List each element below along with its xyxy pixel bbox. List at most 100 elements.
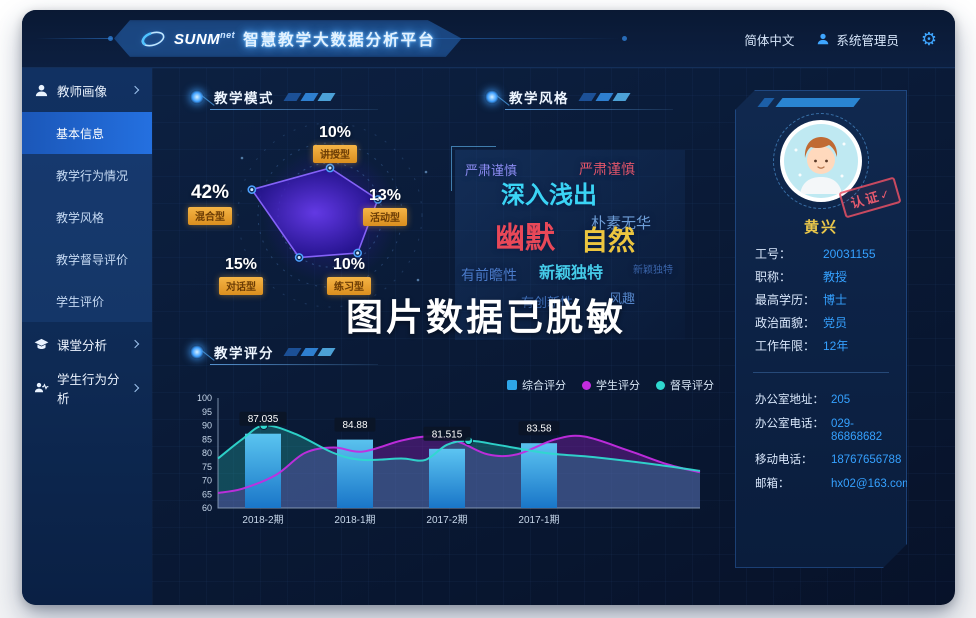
section-header-teaching-style: 教学风格 xyxy=(485,86,673,110)
field-value: hx02@163.com xyxy=(831,477,912,490)
chart-legend: 综合评分 学生评分 督导评分 xyxy=(442,377,714,393)
svg-text:85: 85 xyxy=(202,434,212,444)
sidebar-item-basic-info[interactable]: 基本信息 xyxy=(22,112,152,154)
profile-row: 职称： 教授 xyxy=(755,271,899,284)
header-deco-chips xyxy=(283,348,336,356)
radar-value: 10% xyxy=(332,256,366,273)
app-header: SUNMnet 智慧教学大数据分析平台 简体中文 系统管理员 ⚙ xyxy=(22,10,955,68)
circuit-line-right xyxy=(430,38,620,39)
sidebar-item-classroom-analysis[interactable]: 课堂分析 xyxy=(22,322,152,366)
wordcloud-word: 新颖独特 xyxy=(539,265,604,282)
sidebar-item-teacher-portrait[interactable]: 教师画像 xyxy=(22,68,152,112)
sidebar-submenu: 基本信息 教学行为情况 教学风格 教学督导评价 学生评价 xyxy=(22,112,152,322)
field-value: 205 xyxy=(831,394,851,406)
legend-item[interactable]: 督导评分 xyxy=(656,377,714,393)
teaching-score-chart: 100 95 90 85 80 75 70 65 60 2018-2期 2018-1期 2017-2期… xyxy=(188,390,713,538)
app-window: SUNMnet 智慧教学大数据分析平台 简体中文 系统管理员 ⚙ 教师画像 基本… xyxy=(22,10,955,605)
app-title: 智慧教学大数据分析平台 xyxy=(243,31,436,49)
wordcloud-word: 有前瞻性 xyxy=(461,267,517,283)
profile-row: 工作年限： 12年 xyxy=(755,340,899,353)
sidebar-item-teaching-style[interactable]: 教学风格 xyxy=(22,196,152,238)
user-name: 系统管理员 xyxy=(836,33,899,48)
student-behavior-icon xyxy=(34,382,49,392)
profile-row: 办公室电话： 029-86868682 xyxy=(755,418,901,444)
teacher-name: 黄兴 xyxy=(803,219,838,236)
radar-label-badge: 讲授型 xyxy=(313,145,357,163)
svg-text:100: 100 xyxy=(197,393,212,403)
field-value: 教授 xyxy=(823,270,848,284)
circuit-node xyxy=(622,36,627,41)
field-value: 029-86868682 xyxy=(831,417,883,443)
teaching-mode-radar-chart xyxy=(190,110,480,328)
settings-gear-icon[interactable]: ⚙ xyxy=(920,29,937,49)
header-deco-chips xyxy=(578,93,631,101)
teaching-style-wordcloud: 严肃谨慎 严肃谨慎 深入浅出 朴素无华 幽默 自然 有前瞻性 新颖独特 新颖独特 有创新性 风趣 xyxy=(451,146,685,340)
sidebar-item-student-review[interactable]: 学生评价 xyxy=(22,280,152,322)
wordcloud-word: 风趣 xyxy=(609,291,636,306)
section-header-teaching-score: 教学评分 xyxy=(190,341,378,365)
profile-row: 政治面貌： 党员 xyxy=(755,317,899,330)
chevron-right-icon xyxy=(130,85,140,95)
teacher-portrait-icon xyxy=(35,84,48,96)
header-underline xyxy=(210,109,378,110)
profile-row: 最高学历： 博士 xyxy=(755,294,899,307)
svg-text:81.515: 81.515 xyxy=(432,429,463,440)
wordcloud-word: 严肃谨慎 xyxy=(579,161,635,177)
sidebar-item-label: 教师画像 xyxy=(57,84,108,99)
sidebar: 教师画像 基本信息 教学行为情况 教学风格 教学督导评价 学生评价 课堂分析 学… xyxy=(22,68,152,605)
svg-text:95: 95 xyxy=(202,407,212,417)
field-label: 职称： xyxy=(755,270,792,284)
circuit-node xyxy=(108,36,113,41)
language-selector[interactable]: 简体中文 xyxy=(744,33,795,48)
radar-value: 13% xyxy=(368,187,402,204)
wordcloud-word: 深入浅出 xyxy=(501,182,597,209)
svg-text:84.88: 84.88 xyxy=(342,420,367,431)
legend-square-marker xyxy=(507,380,517,390)
field-label: 办公室地址： xyxy=(755,394,824,406)
radar-value: 15% xyxy=(224,256,258,273)
desensitized-watermark: 图片数据已脱敏 xyxy=(346,297,626,338)
svg-text:65: 65 xyxy=(202,489,212,499)
field-label: 政治面貌： xyxy=(755,316,816,330)
radar-label-badge: 混合型 xyxy=(188,207,232,225)
radar-tag-activity: 13% 活动型 xyxy=(353,187,417,226)
sidebar-item-teaching-behavior[interactable]: 教学行为情况 xyxy=(22,154,152,196)
legend-circle-marker xyxy=(582,380,591,390)
field-label: 办公室电话： xyxy=(755,417,824,430)
field-value: 20031155 xyxy=(823,247,876,261)
field-value: 12年 xyxy=(823,339,849,353)
legend-item[interactable]: 综合评分 xyxy=(507,377,566,393)
profile-row: 移动电话： 18767656788 xyxy=(755,454,901,467)
profile-row: 办公室地址： 205 xyxy=(755,394,901,407)
header-deco-chips xyxy=(283,93,336,101)
profile-row: 工号： 20031155 xyxy=(755,248,899,261)
glow-dot-icon xyxy=(190,345,204,359)
profile-row: 邮箱： hx02@163.com xyxy=(755,478,901,491)
svg-text:80: 80 xyxy=(202,448,212,458)
svg-text:87.035: 87.035 xyxy=(248,414,279,425)
radar-value: 42% xyxy=(190,182,230,203)
field-value: 博士 xyxy=(823,293,848,307)
user-menu[interactable]: 系统管理员 xyxy=(816,30,899,49)
header-diagonal-line xyxy=(201,350,215,361)
field-value: 18767656788 xyxy=(831,454,902,466)
section-header-teaching-mode: 教学模式 xyxy=(190,86,378,110)
legend-item[interactable]: 学生评分 xyxy=(582,377,640,393)
circuit-line-left xyxy=(36,38,112,39)
wordcloud-word: 严肃谨慎 xyxy=(465,163,518,178)
glow-dot-icon xyxy=(190,90,204,104)
chevron-right-icon xyxy=(130,383,140,393)
svg-text:70: 70 xyxy=(202,476,212,486)
header-diagonal-line xyxy=(496,95,510,106)
field-value: 党员 xyxy=(823,316,848,330)
sub-item-label: 教学行为情况 xyxy=(56,168,129,183)
sidebar-item-supervision-review[interactable]: 教学督导评价 xyxy=(22,238,152,280)
field-label: 移动电话： xyxy=(755,454,813,466)
sub-item-label: 教学风格 xyxy=(56,210,105,225)
radar-label-badge: 对话型 xyxy=(219,277,263,295)
sidebar-item-student-behavior[interactable]: 学生行为分析 xyxy=(22,366,152,410)
logo-text: SUNMnet xyxy=(174,29,236,48)
wordcloud-word: 朴素无华 xyxy=(591,215,652,232)
panel-divider xyxy=(753,372,889,373)
glow-dot-icon xyxy=(485,90,499,104)
